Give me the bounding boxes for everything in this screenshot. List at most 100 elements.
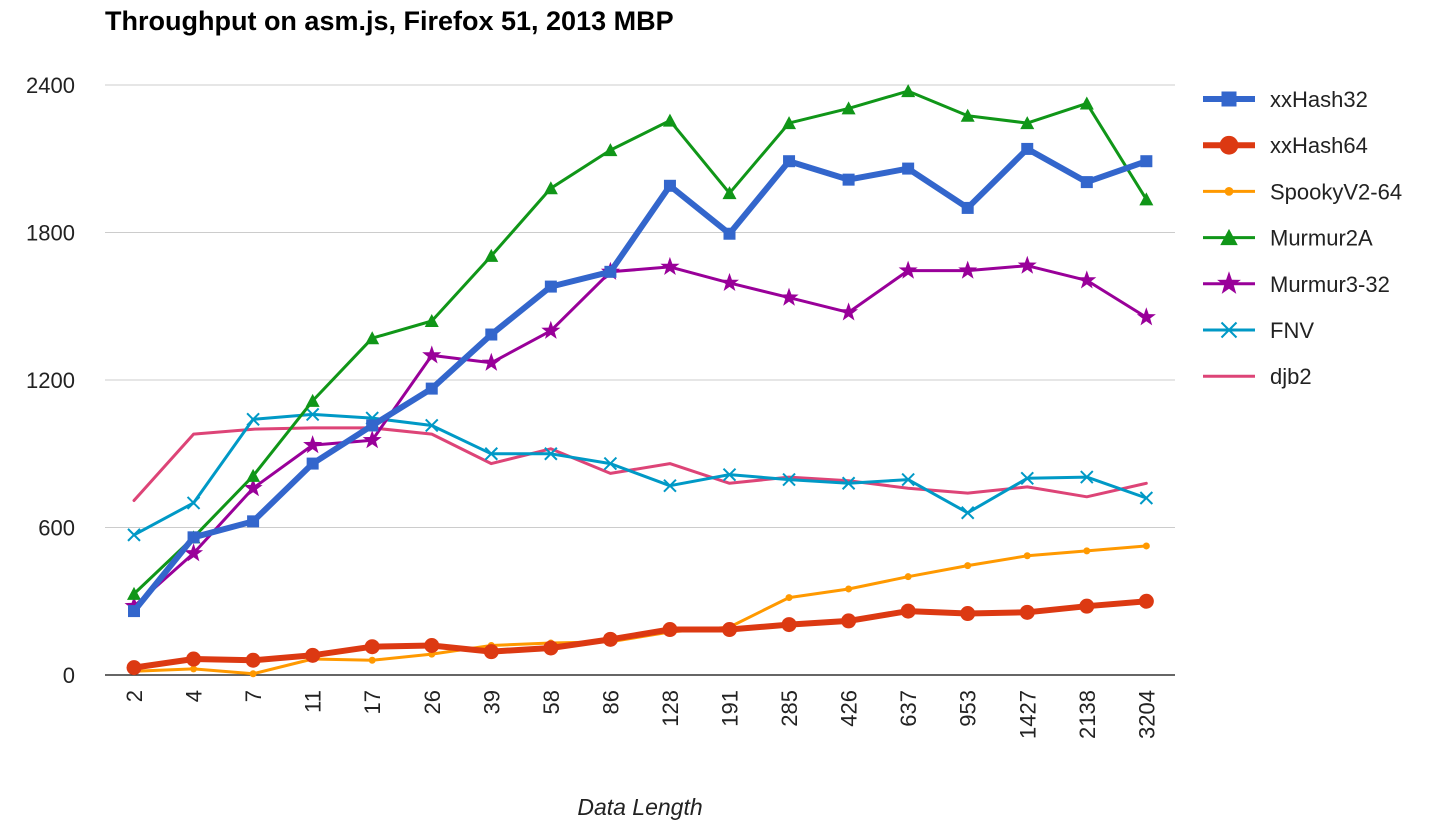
legend-item: FNV — [1203, 318, 1314, 343]
data-point — [1142, 542, 1150, 550]
data-point — [1021, 142, 1034, 155]
legend-item: xxHash32 — [1203, 87, 1368, 112]
data-point — [484, 447, 499, 461]
data-point — [960, 606, 976, 622]
data-point — [187, 531, 200, 544]
data-point — [425, 382, 438, 395]
data-point — [1221, 91, 1237, 107]
data-point — [541, 320, 561, 339]
data-point — [842, 173, 855, 186]
data-point — [845, 585, 853, 593]
x-tick-label: 58 — [539, 690, 564, 714]
data-point — [900, 603, 916, 619]
data-point — [544, 280, 557, 293]
data-point-stroke — [1020, 471, 1034, 486]
legend-item: SpookyV2-64 — [1203, 179, 1402, 204]
data-point-stroke — [484, 447, 499, 461]
series-xxHash64 — [126, 593, 1154, 676]
x-tick-label: 2 — [122, 690, 147, 702]
series-line — [132, 426, 1148, 502]
data-point — [1224, 187, 1234, 196]
x-tick-label: 2138 — [1075, 690, 1100, 739]
data-point-stroke — [960, 506, 975, 520]
data-point — [1079, 598, 1095, 614]
data-point — [662, 622, 678, 638]
data-point — [1140, 155, 1153, 168]
data-point — [422, 345, 442, 364]
data-point — [603, 143, 618, 157]
y-tick-label: 1200 — [26, 368, 75, 393]
legend-item: djb2 — [1203, 364, 1312, 389]
data-point — [660, 256, 680, 275]
data-point — [722, 622, 737, 638]
data-point — [306, 457, 319, 470]
data-point — [425, 418, 439, 433]
data-point — [305, 393, 320, 407]
x-tick-label: 17 — [360, 690, 385, 714]
data-point — [723, 227, 736, 240]
legend-label: djb2 — [1270, 364, 1312, 389]
data-point — [362, 430, 382, 449]
data-point — [481, 352, 501, 371]
x-tick-label: 86 — [598, 690, 623, 714]
x-tick-label: 426 — [837, 690, 862, 727]
data-point-stroke — [782, 472, 796, 487]
x-tick-label: 4 — [182, 690, 207, 702]
data-point — [1019, 604, 1035, 620]
data-point-stroke — [544, 447, 558, 461]
x-tick-label: 1427 — [1015, 690, 1040, 739]
x-tick-label: 128 — [658, 690, 683, 727]
data-point — [1017, 255, 1037, 274]
data-point — [1217, 271, 1241, 294]
data-point-stroke — [841, 476, 856, 490]
x-tick-label: 26 — [420, 690, 445, 714]
data-point-stroke — [1139, 491, 1154, 505]
data-point — [364, 639, 380, 655]
x-tick-label: 11 — [301, 690, 326, 713]
data-point — [898, 260, 918, 279]
data-point — [249, 670, 257, 678]
data-point — [127, 528, 141, 542]
data-point — [604, 265, 617, 278]
data-point — [127, 586, 141, 600]
legend-label: Murmur2A — [1270, 226, 1373, 251]
data-point — [961, 201, 974, 214]
series-line — [131, 145, 1150, 615]
series-lines — [124, 84, 1156, 678]
legend-label: FNV — [1270, 318, 1314, 343]
series-xxHash32 — [128, 142, 1153, 618]
data-point — [543, 640, 559, 656]
data-point — [602, 631, 618, 647]
data-point — [839, 302, 859, 321]
data-point-stroke — [1220, 321, 1238, 339]
data-point — [305, 407, 320, 422]
series-line — [131, 598, 1150, 671]
data-point — [243, 478, 263, 497]
data-point — [128, 605, 140, 618]
data-point — [722, 467, 737, 482]
data-point — [1020, 116, 1035, 130]
data-point — [245, 652, 261, 668]
x-tick-label: 7 — [241, 690, 266, 702]
y-tick-label: 0 — [63, 663, 75, 688]
data-point-stroke — [663, 479, 677, 493]
data-point-stroke — [246, 412, 260, 427]
data-point — [1077, 270, 1097, 289]
data-point-stroke — [722, 467, 737, 482]
data-point — [781, 617, 797, 633]
series-line — [132, 264, 1148, 608]
data-point — [1138, 593, 1154, 609]
data-point — [722, 186, 737, 200]
data-point — [1020, 471, 1034, 486]
data-point — [1220, 228, 1238, 246]
data-point — [424, 638, 440, 653]
data-point — [779, 287, 799, 306]
data-point — [484, 248, 499, 262]
legend: xxHash32 xxHash64 SpookyV2-64 Murmur2A Murmu… — [1203, 87, 1402, 389]
data-point — [841, 101, 856, 115]
data-point-stroke — [425, 418, 439, 433]
data-point — [543, 181, 558, 195]
data-point — [305, 647, 321, 663]
data-point — [365, 331, 380, 345]
